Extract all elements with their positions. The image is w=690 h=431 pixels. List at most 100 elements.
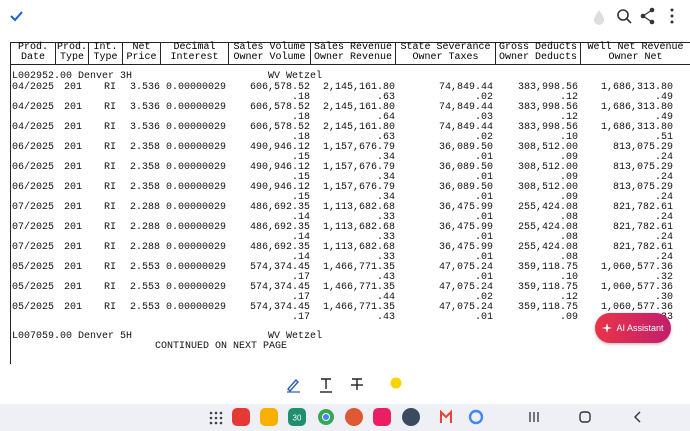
cell-fraction: .10: [559, 132, 578, 143]
cell-fraction: .03: [474, 112, 493, 123]
cell: 2,145,161.80: [322, 102, 395, 113]
cell: 06/2025: [12, 182, 55, 193]
app-flower[interactable]: [373, 408, 391, 426]
cell: 574,374.45: [249, 302, 310, 313]
cell: 1,113,682.68: [322, 242, 395, 253]
cell: 1,157,676.79: [322, 182, 395, 193]
header-cell: Prod. Type: [55, 42, 88, 64]
header-line: Owner Taxes: [412, 52, 479, 63]
document-view: Prod. Date Prod. Type Int. Type Net Price Decima…: [0, 36, 690, 364]
calendar-day: 30: [293, 414, 302, 423]
header-line: Gross Deducts: [498, 42, 577, 53]
header-cell: Gross Deducts Owner Deducts: [495, 42, 580, 64]
header-line: Type: [93, 52, 118, 63]
header-line: Owner Deducts: [498, 52, 577, 63]
cell-fraction: .15: [291, 152, 310, 163]
cell-fraction: .33: [376, 232, 395, 243]
cell: RI: [104, 122, 117, 133]
cell: 2.288: [129, 242, 160, 253]
header-cell: State Severance Owner Taxes: [395, 42, 495, 64]
cell: 201: [64, 222, 83, 233]
pen-tool[interactable]: [287, 378, 299, 393]
back-button[interactable]: [634, 411, 641, 423]
cell: 04/2025: [12, 102, 55, 113]
app-duckduckgo[interactable]: [345, 408, 363, 426]
app-gmail[interactable]: [440, 409, 452, 423]
cell-fraction: .15: [291, 172, 310, 183]
cell: 201: [64, 282, 83, 293]
cell: 359,118.75: [517, 282, 578, 293]
app-files[interactable]: [260, 408, 278, 426]
header-line: Decimal: [173, 42, 216, 53]
home-button[interactable]: [579, 411, 591, 423]
done-check[interactable]: [10, 11, 23, 22]
cell: 2,145,161.80: [322, 122, 395, 133]
cell-fraction: .63: [376, 132, 395, 143]
recents-button[interactable]: [529, 412, 539, 422]
cell: 2.288: [129, 222, 160, 233]
cell-fraction: .43: [376, 272, 395, 283]
app-settings[interactable]: [402, 408, 420, 426]
text-tool[interactable]: [320, 378, 332, 393]
cell: 0.00000029: [165, 222, 226, 233]
ai-icon: [602, 323, 613, 333]
cell: 07/2025: [12, 242, 55, 253]
cell-fraction: .08: [559, 212, 578, 223]
cell: 07/2025: [12, 222, 55, 233]
cell: 05/2025: [12, 302, 55, 313]
cell: 47,075.24: [438, 262, 493, 273]
cell-fraction: .34: [376, 192, 395, 203]
cell: 201: [64, 182, 83, 193]
cell-fraction: .01: [474, 232, 493, 243]
more-icon[interactable]: [670, 8, 674, 24]
cell-fraction: .49: [654, 92, 673, 103]
cell: 3.536: [129, 102, 160, 113]
cell-fraction: .51: [654, 132, 673, 143]
app-notes[interactable]: [232, 408, 250, 426]
cell: 201: [64, 202, 83, 213]
cell-fraction: .14: [291, 212, 310, 223]
cell: 2.358: [129, 182, 160, 193]
cell-fraction: .09: [559, 312, 578, 323]
cell: 821,782.61: [612, 242, 673, 253]
cell: 1,686,313.80: [600, 82, 673, 93]
header-line: Prod.: [17, 42, 48, 53]
share-icon[interactable]: [640, 7, 655, 25]
app-calendar[interactable]: [288, 408, 306, 426]
cell: 04/2025: [12, 82, 55, 93]
cell-fraction: .01: [474, 212, 493, 223]
drop-icon[interactable]: [594, 10, 604, 25]
cell-fraction: .08: [559, 232, 578, 243]
cell: 47,075.24: [438, 302, 493, 313]
header-line: Owner Net: [608, 52, 663, 63]
header-line: Well Net Revenue: [587, 42, 684, 53]
cell-fraction: .24: [654, 192, 673, 203]
cell: 201: [64, 262, 83, 273]
cell: 0.00000029: [165, 162, 226, 173]
color-picker[interactable]: [390, 377, 402, 389]
cell: 2.358: [129, 142, 160, 153]
header-line: Net: [132, 42, 151, 53]
strike-tool[interactable]: [351, 378, 363, 390]
navigation-bar: [0, 404, 690, 431]
cell-fraction: .01: [474, 272, 493, 283]
cell: 201: [64, 142, 83, 153]
cell: 07/2025: [12, 202, 55, 213]
app-google[interactable]: [468, 409, 484, 425]
cell-fraction: .17: [291, 312, 310, 323]
cell-fraction: .14: [291, 252, 310, 263]
header-line: State Severance: [400, 42, 491, 53]
cell-fraction: .09: [559, 152, 578, 163]
cell-fraction: .12: [559, 112, 578, 123]
cell: 3.536: [129, 82, 160, 93]
apps-grid[interactable]: [209, 411, 223, 425]
cell-fraction: .43: [376, 312, 395, 323]
ai-assistant-button[interactable]: AI Assistant: [595, 313, 671, 343]
header-line: Price: [126, 52, 157, 63]
cell-fraction: .34: [376, 152, 395, 163]
cell-fraction: .09: [559, 192, 578, 203]
search-icon[interactable]: [617, 9, 629, 21]
cell-fraction: .24: [654, 152, 673, 163]
cell-fraction: .01: [474, 192, 493, 203]
